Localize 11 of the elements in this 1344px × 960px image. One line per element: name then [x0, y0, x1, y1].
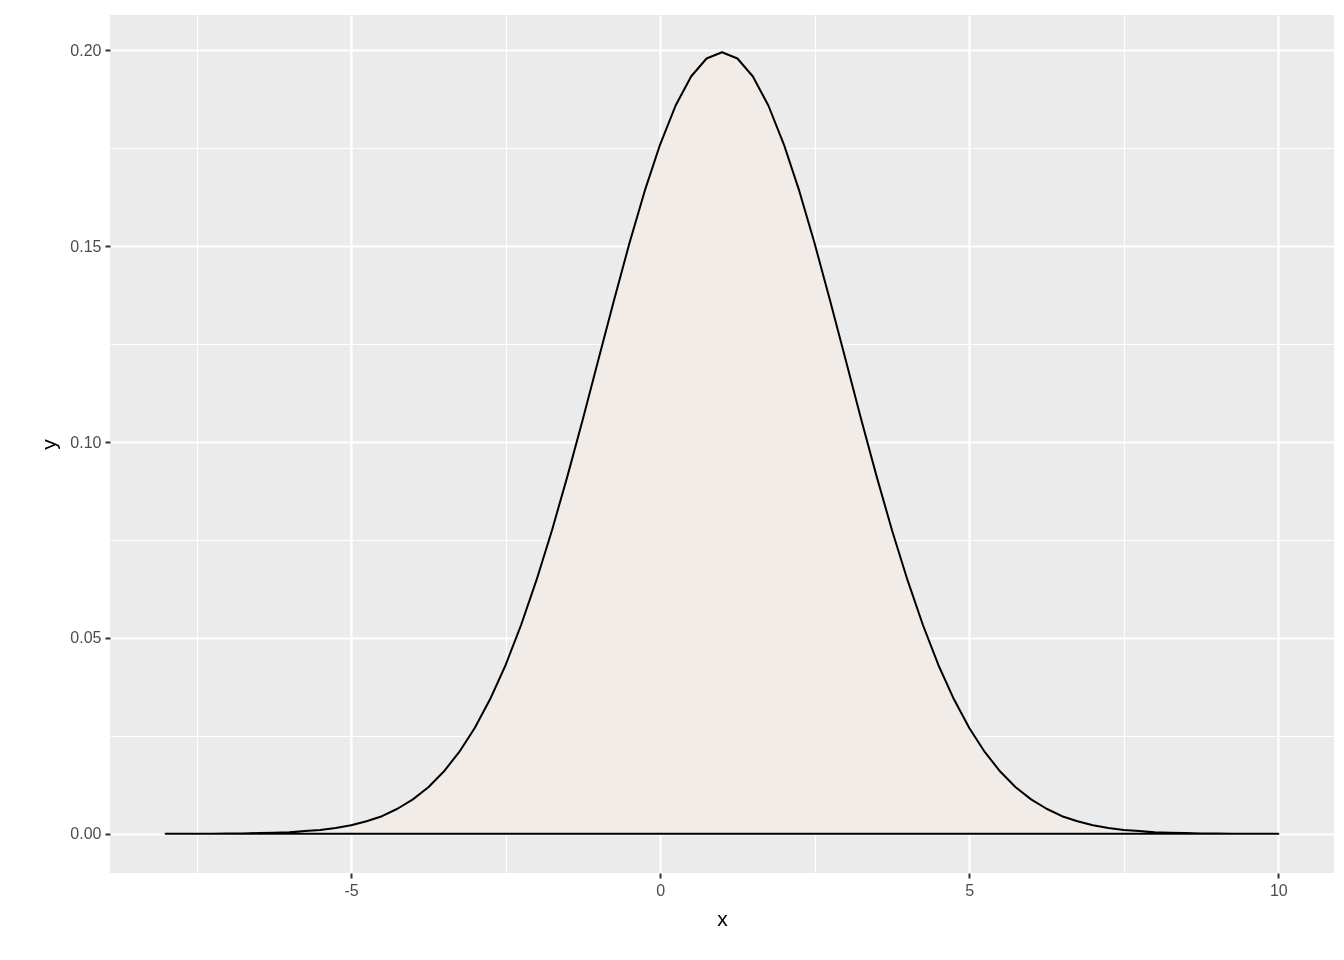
x-tick-label: 0 [656, 881, 666, 899]
x-tick-label: -5 [344, 881, 359, 899]
y-tick-label: 0.10 [70, 433, 102, 451]
y-tick-label: 0.15 [70, 237, 102, 255]
y-tick-label: 0.05 [70, 629, 102, 647]
y-tick-label: 0.20 [70, 41, 102, 59]
y-axis-title: y [37, 438, 61, 450]
y-tick-label: 0.00 [70, 825, 102, 843]
x-tick-label: 10 [1269, 881, 1288, 899]
x-tick-label: 5 [965, 881, 975, 899]
x-axis-title: x [717, 906, 729, 930]
